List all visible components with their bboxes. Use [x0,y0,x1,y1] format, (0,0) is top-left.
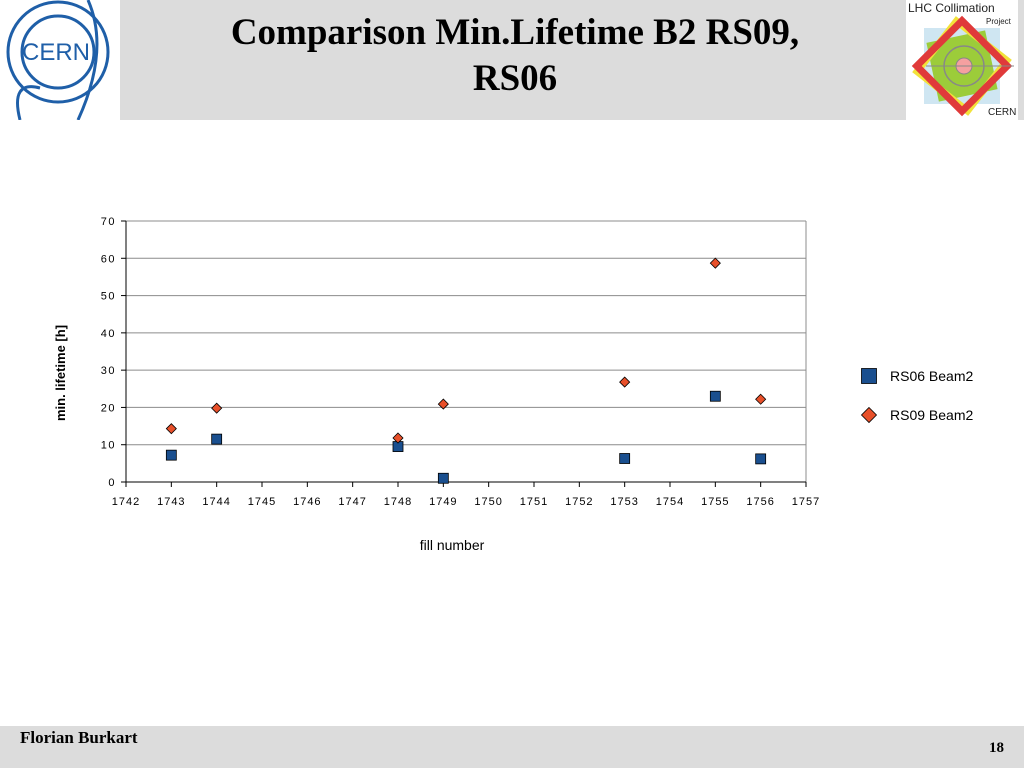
legend-label: RS09 Beam2 [890,407,973,423]
x-tick-label: 1743 [157,496,185,508]
x-tick-label: 1749 [429,496,457,508]
data-markers [165,257,767,484]
cern-logo-text: CERN [22,39,90,66]
data-point-rs06 [165,449,177,461]
legend-label: RS06 Beam2 [890,368,973,384]
cern-logo: CERN [0,0,120,121]
legend-marker [861,368,877,384]
y-tick-label: 30 [101,365,116,377]
y-tick-label: 40 [101,328,116,340]
y-tick-label: 70 [101,216,116,228]
lhc-logo-line2: Project [986,17,1011,26]
data-point-rs09 [392,432,404,444]
tick-labels: 0 10 20 30 40 50 60 70 1742 1743 1744 1745 1746 1747 1… [101,216,820,508]
lifetime-chart: 0 10 20 30 40 50 60 70 1742 1743 1744 1745 1746 1747 1… [0,120,1024,720]
x-tick-label: 1755 [701,496,729,508]
x-tick-label: 1754 [656,496,684,508]
x-tick-label: 1742 [112,496,140,508]
x-tick-label: 1753 [610,496,638,508]
x-tick-label: 1748 [384,496,412,508]
slide-footer: Florian Burkart 18 [0,726,1024,768]
x-axis-label: fill number [420,537,485,553]
x-tick-label: 1746 [293,496,321,508]
x-tick-label: 1756 [746,496,774,508]
slide-title-line1: Comparison Min.Lifetime B2 RS09, [230,12,800,53]
legend: RS06 Beam2 RS09 Beam2 [860,368,973,424]
slide-title-line2: RS06 [472,58,558,99]
data-point-rs06 [755,453,767,465]
legend-marker [860,406,878,424]
y-tick-label: 50 [101,291,116,303]
data-point-rs09 [437,398,449,410]
x-tick-label: 1751 [520,496,548,508]
chart-svg: 0 10 20 30 40 50 60 70 1742 1743 1744 1745 1746 1747 1… [53,216,973,553]
legend-item: RS09 Beam2 [860,406,973,424]
data-point-rs09 [709,257,721,269]
x-tick-label: 1757 [792,496,820,508]
y-tick-label: 60 [101,253,116,265]
data-point-rs09 [211,402,223,414]
y-axis-label: min. lifetime [h] [53,325,68,421]
axes [121,220,807,487]
x-tick-label: 1752 [565,496,593,508]
author-name: Florian Burkart [20,728,138,747]
lhc-collimation-logo: LHC Collimation Project CERN [906,0,1018,120]
legend-item: RS06 Beam2 [861,368,973,384]
x-tick-label: 1744 [202,496,230,508]
slide-header: CERN Comparison Min.Lifetime B2 RS09, RS… [0,0,1024,121]
data-point-rs06 [619,453,631,464]
y-tick-label: 0 [108,477,116,489]
x-tick-label: 1747 [338,496,366,508]
page-number: 18 [989,740,1004,756]
data-point-rs09 [619,376,631,388]
x-tick-label: 1745 [248,496,276,508]
lhc-logo-line1: LHC Collimation [908,1,995,15]
slide-title: Comparison Min.Lifetime B2 RS09, RS06 [130,10,900,102]
grid-lines [126,220,807,482]
data-point-rs09 [755,393,767,405]
x-tick-label: 1750 [474,496,502,508]
data-point-rs09 [165,423,177,435]
lhc-logo-line3: CERN [988,107,1017,118]
data-point-rs06 [709,390,721,402]
data-point-rs06 [211,433,223,445]
y-tick-label: 20 [101,402,116,414]
data-point-rs06 [437,472,449,484]
y-tick-label: 10 [101,440,116,452]
